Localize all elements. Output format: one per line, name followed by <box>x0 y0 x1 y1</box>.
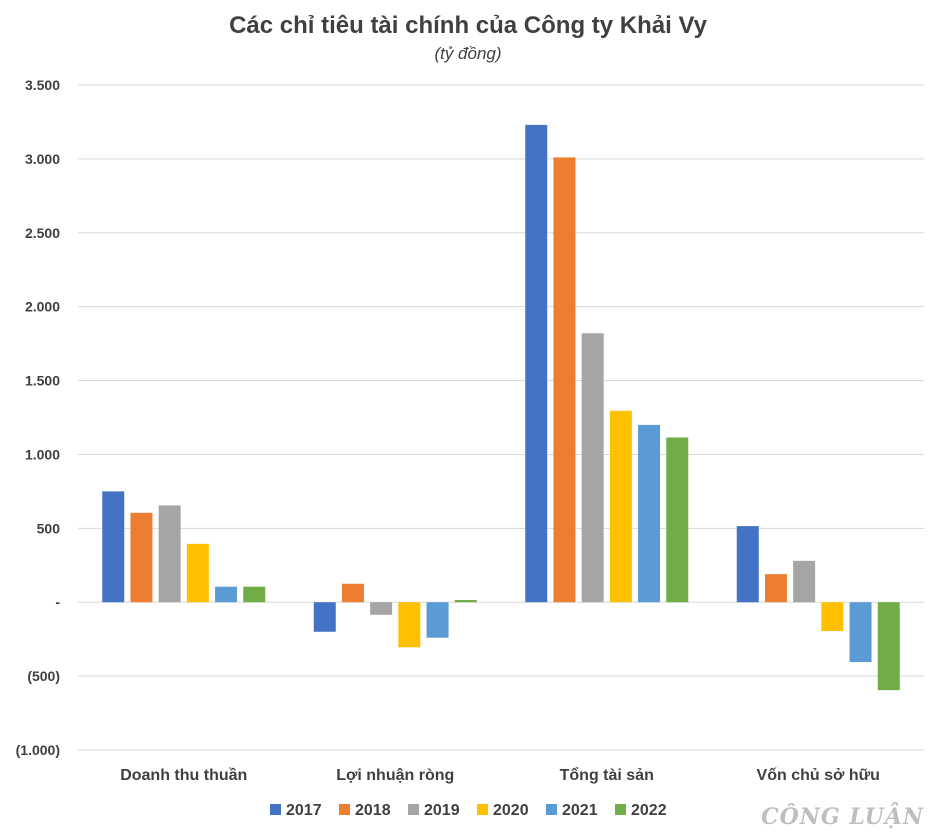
bar-2017 <box>313 602 336 632</box>
legend-label: 2019 <box>424 802 460 819</box>
bar-2020 <box>398 602 421 648</box>
y-tick-label: 500 <box>37 520 61 536</box>
legend-label: 2020 <box>493 802 529 819</box>
bar-2019 <box>793 560 816 603</box>
bar-2019 <box>370 602 393 615</box>
legend-swatch <box>546 804 557 815</box>
bar-2021 <box>215 586 238 603</box>
legend-label: 2017 <box>286 802 322 819</box>
bar-2020 <box>821 602 844 632</box>
bar-2022 <box>877 602 900 691</box>
bar-2021 <box>849 602 872 663</box>
bar-2020 <box>186 543 209 603</box>
y-tick-label: 2.500 <box>25 225 60 241</box>
y-tick-label: 1.500 <box>25 373 60 389</box>
bar-2022 <box>666 437 689 603</box>
legend-swatch <box>408 804 419 815</box>
x-category-label: Vốn chủ sở hữu <box>757 767 880 784</box>
legend-swatch <box>477 804 488 815</box>
chart-title: Các chỉ tiêu tài chính của Công ty Khải … <box>229 12 707 39</box>
bar-2019 <box>581 333 604 603</box>
bar-2022 <box>243 586 266 603</box>
y-tick-label: (500) <box>27 668 60 684</box>
legend-swatch <box>615 804 626 815</box>
x-category-label: Tổng tài sản <box>560 766 654 784</box>
x-category-label: Lợi nhuận ròng <box>336 767 454 784</box>
bar-2021 <box>426 602 449 638</box>
legend-label: 2021 <box>562 802 598 819</box>
y-tick-label: 1.000 <box>25 446 60 462</box>
bar-2019 <box>158 505 181 603</box>
bar-2022 <box>454 600 477 603</box>
chart-subtitle: (tỷ đồng) <box>434 44 502 63</box>
bar-2018 <box>341 583 364 603</box>
watermark-logo: CÔNG LUẬN <box>761 804 924 830</box>
bar-2017 <box>736 526 759 603</box>
bar-2017 <box>102 491 125 603</box>
bar-2020 <box>609 410 632 603</box>
x-category-label: Doanh thu thuần <box>120 767 247 784</box>
bar-2018 <box>553 157 576 603</box>
legend-label: 2022 <box>631 802 667 819</box>
legend-label: 2018 <box>355 802 391 819</box>
y-tick-label: 3.000 <box>25 151 60 167</box>
y-tick-label: (1.000) <box>16 742 60 758</box>
bar-2018 <box>764 574 787 603</box>
y-tick-label: - <box>55 594 60 610</box>
bar-2018 <box>130 512 153 603</box>
bar-2021 <box>638 424 661 603</box>
legend-swatch <box>339 804 350 815</box>
bar-2017 <box>525 124 548 603</box>
y-tick-label: 3.500 <box>25 77 60 93</box>
legend-swatch <box>270 804 281 815</box>
y-tick-label: 2.000 <box>25 299 60 315</box>
